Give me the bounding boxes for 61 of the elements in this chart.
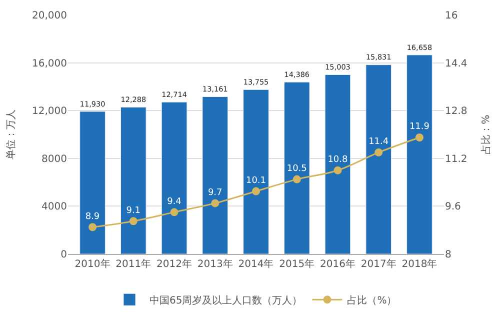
data-label: 15,003 [325, 62, 351, 72]
x-tick-label: 2013年 [197, 258, 233, 270]
data-label: 16,658 [406, 42, 433, 52]
data-label: 10.8 [328, 155, 348, 166]
point [170, 208, 178, 216]
legend-label: 中国65周岁及以上人口数（万人） [150, 294, 302, 306]
bar [324, 74, 351, 254]
x-tick-label: 2014年 [238, 258, 274, 270]
y-axis-title: 单位：万人 [5, 110, 17, 160]
y-tick-label: 0 [60, 250, 67, 260]
point [374, 148, 383, 156]
bar [120, 106, 146, 254]
data-label: 13,161 [202, 84, 228, 94]
x-tick-label: 2010年 [74, 258, 110, 270]
y2-tick-label: 12.8 [445, 106, 468, 118]
point [292, 175, 301, 184]
y2-tick-label: 9.6 [445, 202, 461, 213]
y-tick-label: 12,000 [32, 106, 67, 118]
y-tick-label: 4000 [42, 202, 67, 213]
data-label: 13,755 [243, 77, 269, 86]
bar [284, 82, 310, 254]
x-tick-label: 2017年 [360, 258, 396, 270]
y2-tick-label: 16 [445, 10, 458, 22]
point [252, 187, 260, 196]
data-label: 11,930 [80, 99, 106, 108]
y-tick-label: 16,000 [32, 58, 67, 70]
bar [161, 102, 188, 254]
data-label: 9.1 [126, 206, 141, 216]
bar [366, 64, 392, 254]
y2-tick-label: 14.4 [445, 58, 468, 70]
data-label: 11.4 [368, 137, 389, 148]
point [211, 199, 220, 208]
data-label: 12,714 [162, 90, 188, 99]
bar [406, 54, 432, 254]
y2-tick-label: 11.2 [445, 154, 468, 165]
data-label: 15,831 [366, 52, 392, 62]
y-tick-label: 20,000 [32, 10, 67, 22]
data-label: 9.7 [208, 188, 222, 198]
point [415, 133, 424, 142]
bar [80, 111, 106, 254]
y2-axis-title: 占比：% [480, 114, 492, 154]
data-label: 11.9 [409, 122, 430, 132]
x-tick-label: 2011年 [116, 258, 152, 270]
bar [202, 96, 228, 254]
y-tick-label: 8000 [42, 154, 67, 165]
x-tick-label: 2018年 [402, 258, 438, 270]
data-label: 12,288 [120, 94, 146, 104]
y2-tick-label: 8 [445, 250, 452, 260]
data-label: 8.9 [85, 212, 100, 222]
x-tick-label: 2016年 [320, 258, 356, 270]
data-label: 9.4 [167, 196, 182, 207]
data-label: 14,386 [284, 70, 310, 79]
point [334, 166, 342, 174]
data-label: 10.1 [246, 176, 266, 186]
legend-label: 占比（%） [347, 294, 397, 306]
x-tick-label: 2012年 [156, 258, 192, 270]
x-tick-label: 2015年 [279, 258, 315, 270]
point [88, 223, 97, 232]
bar [243, 89, 269, 254]
point [129, 217, 138, 226]
data-label: 10.5 [286, 164, 307, 174]
